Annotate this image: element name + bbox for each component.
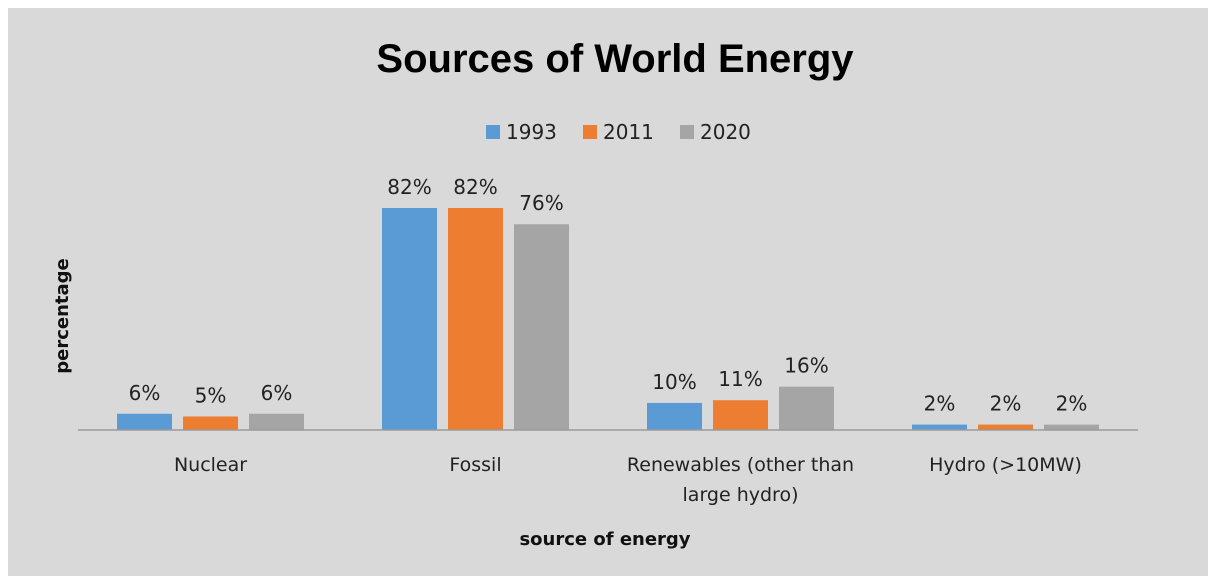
bar-2011-0: [183, 416, 238, 430]
data-label-2020-0: 6%: [261, 381, 293, 405]
bars-group: [117, 208, 1099, 430]
bar-2011-2: [713, 400, 768, 430]
bar-2020-2: [779, 386, 834, 430]
data-labels-group: 6% 5% 6% 82% 82% 76% 10% 11% 16% 2% 2% 2%: [129, 175, 1088, 416]
category-labels: Nuclear Fossil Renewables (other than large…: [174, 454, 1082, 506]
legend-swatch-2020: [680, 125, 694, 139]
data-label-1993-3: 2%: [924, 392, 956, 416]
data-label-2011-2: 11%: [718, 367, 762, 391]
x-axis-title: source of energy: [519, 529, 690, 550]
data-label-2020-2: 16%: [784, 354, 828, 378]
bar-2020-0: [249, 413, 304, 430]
category-label-2-1: large hydro): [683, 484, 799, 506]
legend-label-1993: 1993: [506, 120, 557, 144]
bar-2011-3: [978, 424, 1033, 430]
bar-2020-1: [514, 224, 569, 430]
legend-label-2020: 2020: [700, 120, 751, 144]
category-label-3-0: Hydro (>10MW): [929, 454, 1082, 476]
data-label-2020-3: 2%: [1056, 392, 1088, 416]
category-label-0-0: Nuclear: [174, 454, 247, 476]
chart-title: Sources of World Energy: [376, 37, 854, 81]
bar-1993-0: [117, 413, 172, 430]
bar-2011-1: [448, 208, 503, 430]
y-axis-title: percentage: [52, 258, 73, 374]
legend-swatch-1993: [486, 125, 500, 139]
legend: 1993 2011 2020: [486, 120, 751, 144]
bar-1993-2: [647, 402, 702, 430]
bar-2020-3: [1044, 424, 1099, 430]
chart-area: Sources of World Energy 1993 2011 2020 6% 5…: [8, 8, 1208, 576]
data-label-2020-1: 76%: [519, 191, 563, 215]
data-label-2011-1: 82%: [453, 175, 497, 199]
category-label-1-0: Fossil: [449, 454, 501, 476]
bar-chart: Sources of World Energy 1993 2011 2020 6% 5…: [52, 37, 1138, 550]
legend-swatch-2011: [583, 125, 597, 139]
category-label-2-0: Renewables (other than: [627, 454, 854, 476]
legend-label-2011: 2011: [603, 120, 654, 144]
data-label-2011-3: 2%: [990, 392, 1022, 416]
data-label-2011-0: 5%: [195, 383, 227, 407]
bar-1993-3: [912, 424, 967, 430]
data-label-1993-1: 82%: [387, 175, 431, 199]
bar-1993-1: [382, 208, 437, 430]
data-label-1993-0: 6%: [129, 381, 161, 405]
data-label-1993-2: 10%: [652, 370, 696, 394]
